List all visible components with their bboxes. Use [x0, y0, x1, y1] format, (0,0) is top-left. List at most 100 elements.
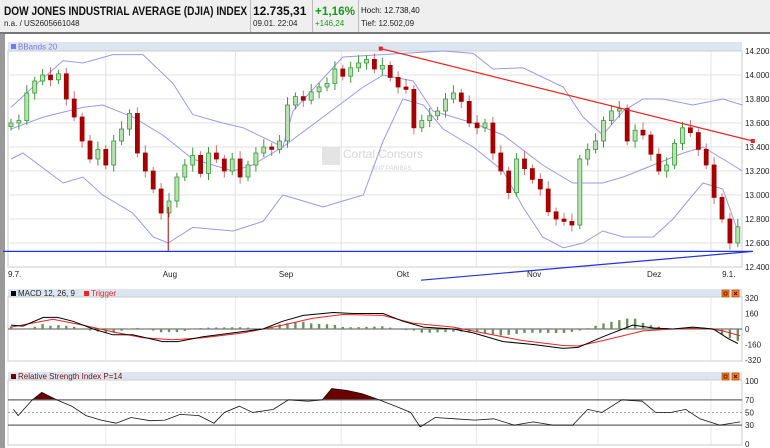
candle-body [490, 122, 496, 154]
candle-24 [198, 151, 204, 178]
watermark-subtext: BNP PARIBAS [372, 166, 411, 172]
candle-32 [261, 139, 267, 158]
candle-57 [458, 88, 464, 108]
candle-77 [616, 100, 622, 118]
day-high: Hoch: 12.738,40 [361, 6, 420, 15]
macd-axis-label: 160 [745, 309, 759, 318]
price-axis-label: 13.800 [745, 95, 770, 104]
macd-histogram-bar [231, 327, 234, 329]
candle-49 [395, 71, 401, 94]
candle-body [229, 158, 235, 172]
trendline-handle [750, 139, 755, 143]
macd-axis-label: -160 [745, 341, 762, 350]
macd-histogram-bar [183, 329, 186, 331]
price-axis-label: 12.800 [745, 215, 770, 224]
pane-settings-button[interactable] [721, 372, 730, 381]
macd-histogram-bar [404, 329, 408, 331]
candle-37 [300, 90, 306, 107]
candle-51 [411, 85, 417, 135]
macd-histogram-bar [207, 327, 210, 329]
macd-histogram-bar [33, 326, 36, 329]
candle-body [379, 65, 385, 70]
candle-body [711, 164, 717, 198]
macd-histogram-bar [618, 320, 621, 329]
pane-settings-button[interactable] [721, 289, 730, 298]
macd-histogram-bar [491, 329, 495, 335]
candle-0 [8, 118, 14, 131]
candle-body [158, 188, 164, 214]
instrument-header: DOW JONES INDUSTRIAL AVERAGE (DJIA) INDE… [0, 0, 770, 34]
candle-83 [664, 157, 670, 178]
candle-60 [482, 118, 488, 132]
macd-histogram-bar [562, 329, 566, 333]
candle-body [640, 129, 646, 136]
candle-91 [727, 213, 733, 250]
candle-76 [609, 105, 614, 125]
candle-body [688, 127, 693, 134]
macd-histogram-bar [641, 322, 645, 329]
candle-body [537, 178, 543, 190]
pane-header-macd [8, 289, 742, 297]
macd-histogram-bar [246, 327, 250, 329]
candle-1 [16, 114, 22, 130]
candle-body [632, 129, 638, 142]
candle-80 [640, 122, 646, 140]
candle-body [506, 170, 512, 194]
candle-body [332, 68, 338, 84]
time-axis-label: 9.7. [8, 270, 21, 279]
candle-14 [119, 121, 124, 146]
macd-histogram-bar [278, 324, 281, 329]
candle-body [111, 140, 117, 166]
candle-body [324, 83, 330, 88]
candle-body [530, 168, 535, 180]
candle-body [316, 86, 322, 93]
candle-body [32, 80, 38, 94]
macd-histogram-bar [586, 328, 589, 329]
macd-histogram-bar [41, 324, 44, 329]
candle-23 [190, 147, 196, 172]
candle-body [616, 108, 622, 112]
candle-body [514, 158, 519, 193]
candle-86 [688, 120, 693, 137]
candle-body [127, 113, 132, 130]
close-icon [733, 291, 738, 296]
candle-body [292, 96, 298, 106]
candle-body [458, 92, 464, 102]
candle-body [522, 158, 527, 169]
macd-histogram-bar [412, 329, 416, 331]
candle-body [553, 211, 559, 220]
candle-body [680, 127, 685, 144]
candle-body [95, 148, 101, 160]
macd-histogram-bar [302, 321, 305, 329]
candle-body [703, 148, 709, 166]
candle-21 [174, 172, 180, 208]
price-plot-frame [7, 50, 743, 268]
price-axis-label: 14.200 [745, 47, 770, 56]
candle-25 [206, 147, 211, 180]
macd-histogram-bar [570, 329, 574, 332]
price-axis-label: 14.000 [745, 71, 770, 80]
candle-17 [142, 145, 148, 178]
time-axis-label: Aug [163, 270, 177, 279]
last-price: 12.735,31 [253, 4, 307, 18]
candle-46 [371, 53, 377, 74]
candle-79 [632, 124, 638, 148]
time-axis-label: Okt [397, 270, 410, 279]
candle-62 [498, 145, 504, 176]
candle-body [545, 188, 551, 213]
trendline-2 [420, 250, 753, 281]
macd-histogram-bar [373, 326, 376, 329]
candle-64 [514, 153, 519, 197]
candle-15 [127, 109, 132, 136]
price-axis-label: 12.400 [745, 263, 770, 272]
candle-78 [624, 104, 630, 146]
trigger-legend-label: Trigger [91, 289, 116, 298]
candle-92 [735, 219, 741, 248]
macd-histogram-bar [539, 329, 542, 333]
candle-body [119, 128, 124, 142]
candle-50 [403, 79, 409, 94]
candle-56 [450, 85, 456, 104]
candle-body [364, 59, 369, 64]
candle-70 [561, 213, 567, 226]
